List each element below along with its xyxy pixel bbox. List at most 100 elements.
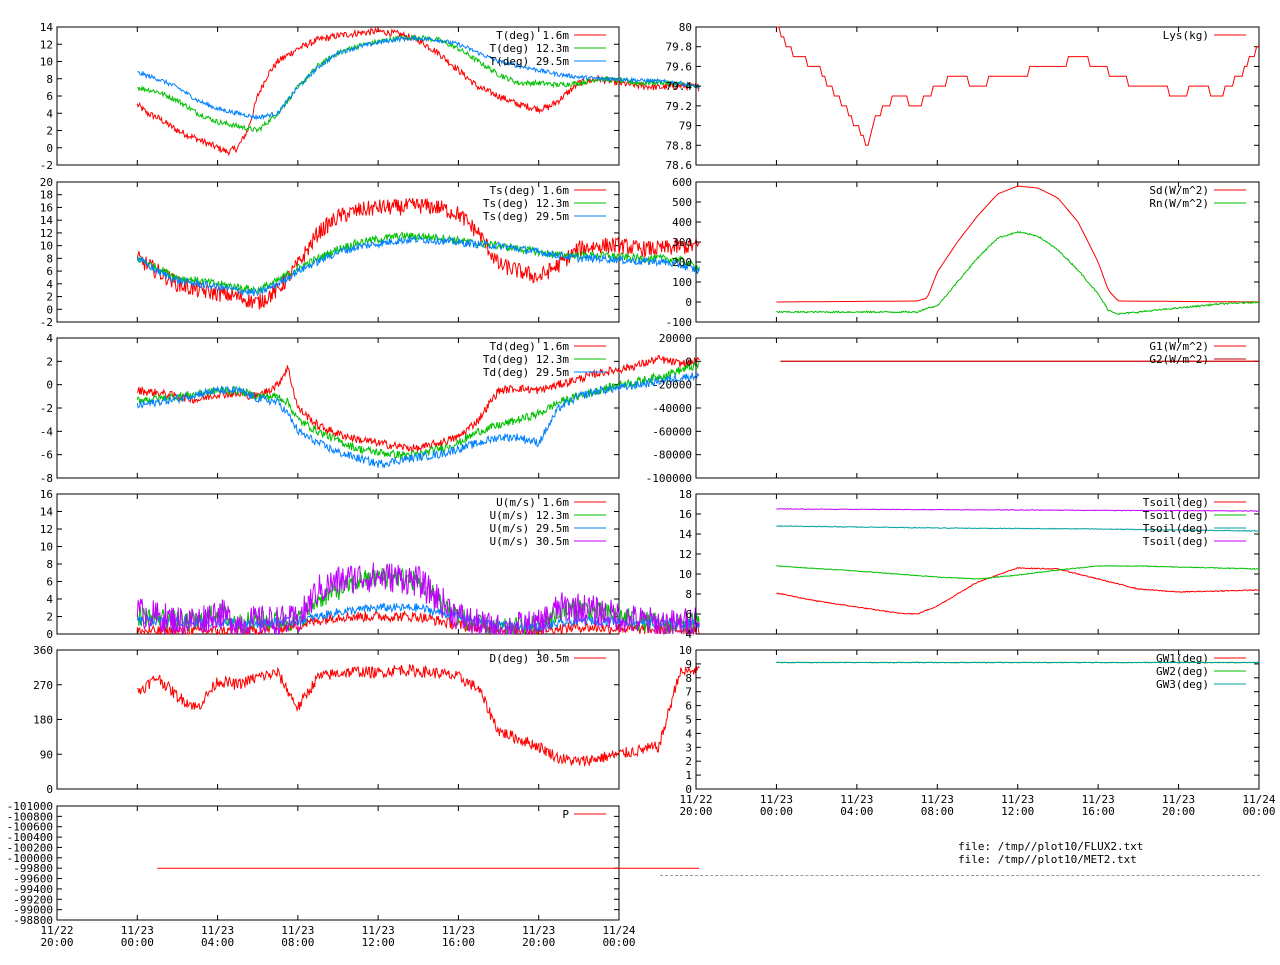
legend-label: Td(deg) 29.5m xyxy=(483,366,569,379)
y-tick-label: 6 xyxy=(685,608,692,621)
chart-T: 14 12 10 8 6 4 2 0 -2 T(deg) 1.6mT(deg) 12.3mT(de… xyxy=(40,21,700,172)
chart-P: -101000-100800-100600-100400-100200-1000… xyxy=(7,800,700,949)
y-tick-label: 0 xyxy=(46,783,53,796)
legend-label: G1(W/m^2) xyxy=(1149,340,1209,353)
y-tick-label: 2 xyxy=(46,611,53,624)
plot-frame xyxy=(695,493,1260,635)
y-tick-label: -2 xyxy=(40,316,53,329)
series-line xyxy=(136,360,700,460)
y-tick-label: 78.8 xyxy=(666,139,693,152)
y-tick-label: 18 xyxy=(40,189,53,202)
series-line xyxy=(136,355,700,453)
chart-Lys: 80 79.8 79.6 79.4 79.2 79 78.8 78.6 Lys(kg) xyxy=(666,21,1260,172)
y-tick-label: 79.4 xyxy=(666,80,693,93)
x-tick-label: 16:00 xyxy=(1082,805,1115,818)
y-tick-label: 8 xyxy=(46,252,53,265)
x-tick-label: 16:00 xyxy=(442,936,475,949)
y-tick-label: 2 xyxy=(46,125,53,138)
legend-label: G2(W/m^2) xyxy=(1149,353,1209,366)
file-label-met: file: /tmp//plot10/MET2.txt xyxy=(958,853,1137,866)
y-tick-label: 12 xyxy=(40,38,53,51)
series-line xyxy=(776,567,1259,615)
x-tick-label: 11/23 xyxy=(1001,793,1034,806)
y-tick-label: 2 xyxy=(46,291,53,304)
series-line xyxy=(137,34,700,134)
y-tick-label: -99200 xyxy=(13,893,53,906)
y-tick-label: 0 xyxy=(46,142,53,155)
legend-label: Tsoil(deg) xyxy=(1143,535,1209,548)
series-line xyxy=(136,231,700,294)
legend-label: Rn(W/m^2) xyxy=(1149,197,1209,210)
y-tick-label: 16 xyxy=(40,201,53,214)
y-tick-label: -2 xyxy=(40,402,53,415)
y-tick-label: 6 xyxy=(46,265,53,278)
series-line xyxy=(776,230,1260,316)
y-tick-label: -98800 xyxy=(13,914,53,927)
x-tick-label: 11/23 xyxy=(522,924,555,937)
y-tick-label: -20000 xyxy=(652,379,692,392)
y-tick-label: 6 xyxy=(685,700,692,713)
series-line xyxy=(776,185,1259,303)
y-tick-label: 90 xyxy=(40,748,53,761)
y-tick-label: 20000 xyxy=(659,332,692,345)
legend-label: U(m/s) 29.5m xyxy=(490,522,570,535)
y-tick-label: 79.2 xyxy=(666,100,693,113)
legend-label: U(m/s) 30.5m xyxy=(490,535,570,548)
series-line xyxy=(136,562,700,636)
y-tick-label: -2 xyxy=(40,159,53,172)
y-tick-label: -99800 xyxy=(13,862,53,875)
x-tick-label: 12:00 xyxy=(1001,805,1034,818)
y-tick-label: 4 xyxy=(46,107,53,120)
y-tick-label: 8 xyxy=(685,672,692,685)
y-tick-label: 8 xyxy=(46,558,53,571)
y-tick-label: 6 xyxy=(46,90,53,103)
x-tick-label: 11/23 xyxy=(121,924,154,937)
y-tick-label: -100200 xyxy=(7,841,53,854)
x-tick-label: 11/23 xyxy=(1082,793,1115,806)
x-tick-label: 11/24 xyxy=(1242,793,1275,806)
y-tick-label: 79.8 xyxy=(666,41,693,54)
series-line xyxy=(136,235,700,297)
y-tick-label: -8 xyxy=(40,472,53,485)
y-tick-label: 12 xyxy=(40,523,53,536)
series-line xyxy=(776,525,1259,532)
x-tick-label: 08:00 xyxy=(281,936,314,949)
y-tick-label: 270 xyxy=(33,679,53,692)
x-tick-label: 08:00 xyxy=(921,805,954,818)
legend-label: Td(deg) 1.6m xyxy=(490,340,570,353)
x-tick-label: 11/23 xyxy=(201,924,234,937)
y-tick-label: 4 xyxy=(46,278,53,291)
y-tick-label: -100800 xyxy=(7,810,53,823)
x-tick-label: 04:00 xyxy=(840,805,873,818)
legend-label: T(deg) 12.3m xyxy=(490,42,570,55)
y-tick-label: -99400 xyxy=(13,883,53,896)
y-tick-label: 10 xyxy=(40,240,53,253)
y-tick-label: 80 xyxy=(679,21,692,34)
y-tick-label: -100600 xyxy=(7,821,53,834)
y-tick-label: 0 xyxy=(46,303,53,316)
x-tick-label: 11/22 xyxy=(40,924,73,937)
y-tick-label: -40000 xyxy=(652,402,692,415)
chart-G: 20000 0 -20000 -40000 -60000 -80000 -100000 G1(… xyxy=(646,332,1260,485)
y-tick-label: 0 xyxy=(46,379,53,392)
y-tick-label: 100 xyxy=(672,276,692,289)
y-tick-label: 4 xyxy=(685,628,692,641)
legend-label: Tsoil(deg) xyxy=(1143,496,1209,509)
x-tick-label: 00:00 xyxy=(602,936,635,949)
legend-label: GW1(deg) xyxy=(1156,652,1209,665)
y-tick-label: 300 xyxy=(672,236,692,249)
y-tick-label: 12 xyxy=(679,548,692,561)
legend-label: U(m/s) 12.3m xyxy=(490,509,570,522)
legend-label: Td(deg) 12.3m xyxy=(483,353,569,366)
file-label-flux: file: /tmp//plot10/FLUX2.txt xyxy=(958,840,1144,853)
y-tick-label: 10 xyxy=(40,56,53,69)
y-tick-label: 14 xyxy=(40,506,54,519)
x-tick-label: 12:00 xyxy=(362,936,395,949)
y-tick-label: 78.6 xyxy=(666,159,693,172)
y-tick-label: 7 xyxy=(685,686,692,699)
y-tick-label: 500 xyxy=(672,196,692,209)
divider xyxy=(660,875,1260,876)
